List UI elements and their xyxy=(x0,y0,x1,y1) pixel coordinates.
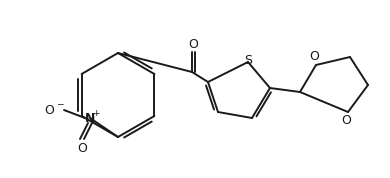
Text: +: + xyxy=(92,109,100,117)
Text: O: O xyxy=(188,38,198,51)
Text: O: O xyxy=(77,142,87,155)
Text: N: N xyxy=(85,111,95,124)
Text: S: S xyxy=(244,54,252,67)
Text: −: − xyxy=(56,100,64,109)
Text: O: O xyxy=(341,114,351,127)
Text: O: O xyxy=(44,103,54,116)
Text: O: O xyxy=(309,51,319,64)
